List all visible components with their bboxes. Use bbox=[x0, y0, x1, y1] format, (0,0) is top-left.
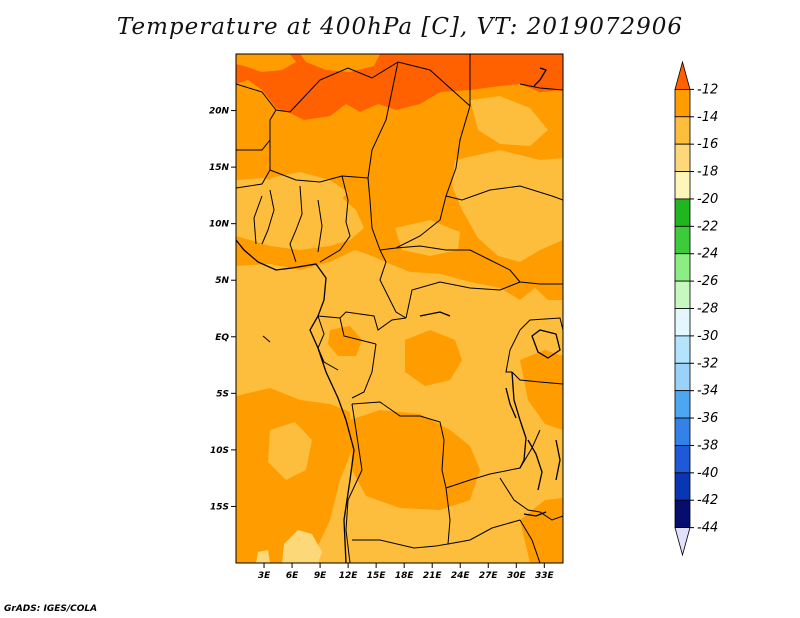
longitude-axis: 3E 6E 9E 12E 15E 18E 21E 24E 27E 30E 33E bbox=[258, 563, 555, 581]
contour-minus14-south-inner bbox=[350, 410, 480, 510]
lat-tick-label: EQ bbox=[215, 333, 229, 343]
contour-minus14-gap-libya bbox=[300, 54, 380, 72]
contour-minus16-patch-nile bbox=[470, 96, 548, 146]
colorbar-swatch bbox=[674, 253, 691, 282]
map-plot-area bbox=[236, 54, 563, 563]
latitude-axis: 20N 15N 10N 5N EQ 5S 10S 15S bbox=[209, 107, 236, 512]
colorbar-swatch bbox=[674, 335, 691, 364]
colorbar-label: -30 bbox=[697, 329, 718, 344]
lon-tick-label: 15E bbox=[367, 571, 387, 581]
colorbar-label: -38 bbox=[697, 438, 718, 453]
colorbar-swatch bbox=[674, 88, 691, 118]
colorbar-swatch bbox=[674, 143, 691, 172]
colorbar-swatch bbox=[674, 198, 691, 227]
colorbar-label: -32 bbox=[697, 356, 718, 371]
colorbar-label: -12 bbox=[697, 82, 718, 97]
colorbar-label: -26 bbox=[697, 274, 718, 289]
lat-tick-label: 5S bbox=[216, 389, 229, 399]
lon-tick-label: 12E bbox=[339, 571, 359, 581]
colorbar-swatch bbox=[674, 225, 691, 255]
contour-minus18-southwest-small bbox=[256, 550, 270, 563]
map-title: Temperature at 400hPa [C], VT: 201907290… bbox=[116, 14, 684, 40]
colorbar-bottom-triangle bbox=[674, 527, 691, 557]
colorbar-swatch bbox=[674, 280, 691, 309]
map-frame bbox=[235, 53, 564, 564]
colorbar-swatch bbox=[674, 445, 691, 474]
contour-minus14-gap-mid bbox=[236, 54, 296, 72]
colorbar: -12 -14 -16 -18 -20 -22 -24 -26 -28 -30 -32 -34 -36 -… bbox=[674, 60, 718, 557]
lon-tick-label: 6E bbox=[286, 571, 299, 581]
colorbar-label: -28 bbox=[697, 302, 718, 317]
colorbar-top-triangle bbox=[674, 60, 691, 90]
colorbar-swatch bbox=[674, 390, 691, 419]
colorbar-label: -36 bbox=[697, 411, 718, 426]
lon-tick-label: 30E bbox=[507, 571, 527, 581]
colorbar-label: -40 bbox=[697, 466, 718, 481]
contour-minus14-gap-west bbox=[236, 80, 276, 116]
colorbar-swatch bbox=[674, 171, 691, 200]
colorbar-label: -24 bbox=[697, 247, 718, 262]
lat-tick-label: 15S bbox=[210, 502, 229, 512]
lat-tick-label: 10N bbox=[209, 220, 230, 230]
coastlines-and-lakes bbox=[236, 67, 561, 563]
lat-tick-label: 10S bbox=[210, 446, 229, 456]
contour-minus14-gabon-patch bbox=[328, 326, 362, 356]
lat-tick-label: 5N bbox=[215, 276, 229, 286]
contour-minus16-patch-sudan bbox=[452, 150, 563, 262]
lon-tick-label: 9E bbox=[314, 571, 327, 581]
contour-minus14-congo-patch bbox=[405, 330, 462, 386]
lon-tick-label: 18E bbox=[395, 571, 415, 581]
colorbar-swatch bbox=[674, 116, 691, 145]
lat-tick-label: 20N bbox=[209, 107, 230, 117]
colorbar-label: -16 bbox=[697, 137, 718, 152]
lat-tick-label: 15N bbox=[209, 163, 230, 173]
colorbar-label: -14 bbox=[697, 110, 718, 125]
colorbar-label: -18 bbox=[697, 165, 718, 180]
colorbar-label: -22 bbox=[697, 219, 718, 234]
contour-minus14-mozambique bbox=[520, 498, 563, 563]
colorbar-swatch bbox=[674, 417, 691, 446]
country-borders bbox=[236, 54, 563, 563]
lon-tick-label: 27E bbox=[479, 571, 499, 581]
lon-tick-label: 21E bbox=[423, 571, 443, 581]
colorbar-label: -44 bbox=[697, 521, 718, 536]
contour-minus12-sahara bbox=[236, 54, 563, 120]
lon-tick-label: 3E bbox=[258, 571, 271, 581]
contour-minus14-east-patch bbox=[520, 350, 563, 430]
colorbar-label: -42 bbox=[697, 493, 718, 508]
colorbar-swatch bbox=[674, 308, 691, 337]
colorbar-label: -34 bbox=[697, 384, 718, 399]
colorbar-swatch bbox=[674, 362, 691, 392]
contour-minus18-southwest bbox=[282, 530, 322, 563]
grads-credit: GrADS: IGES/COLA bbox=[4, 604, 98, 614]
lon-tick-label: 33E bbox=[535, 571, 555, 581]
lon-tick-label: 24E bbox=[451, 571, 471, 581]
colorbar-swatch bbox=[674, 499, 691, 529]
contour-minus16-south-lighter bbox=[268, 422, 312, 480]
contour-minus16-patch-sahel bbox=[270, 172, 348, 206]
colorbar-swatch bbox=[674, 472, 691, 501]
colorbar-label: -20 bbox=[697, 192, 718, 207]
